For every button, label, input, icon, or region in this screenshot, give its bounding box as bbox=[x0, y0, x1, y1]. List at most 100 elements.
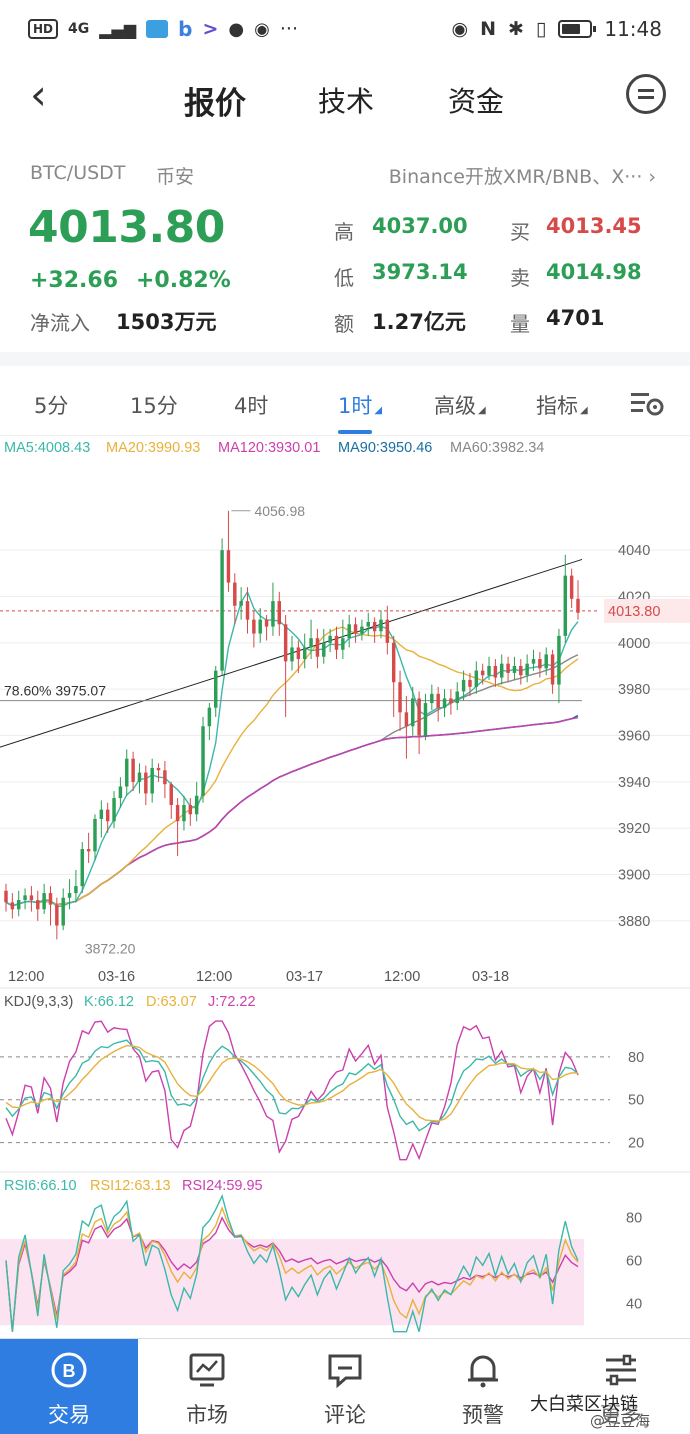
candle-body bbox=[449, 698, 453, 704]
net-inflow-value: 1503万元 bbox=[116, 310, 217, 334]
candle-body bbox=[80, 849, 84, 887]
interval-advanced-label: 高级 bbox=[434, 394, 476, 418]
candle-body bbox=[150, 767, 154, 794]
candle-body bbox=[436, 693, 440, 708]
watermark: 大白菜区块链 bbox=[530, 1394, 638, 1415]
candle-body bbox=[245, 601, 250, 620]
low-value: 3973.14 bbox=[372, 260, 468, 284]
candle-body bbox=[468, 679, 472, 687]
comment-icon bbox=[328, 1354, 362, 1389]
nav-comment[interactable]: 评论 bbox=[276, 1339, 414, 1434]
nav-more[interactable]: 更多 bbox=[552, 1339, 690, 1434]
kdj-j-label: J:72.22 bbox=[208, 994, 256, 1010]
low-label: 低 bbox=[334, 266, 354, 290]
nav-trade[interactable]: B 交易 bbox=[0, 1339, 138, 1434]
kdj-title: KDJ(9,3,3) bbox=[4, 994, 73, 1010]
candle-body bbox=[550, 654, 555, 685]
price-axis-label: 3880 bbox=[618, 914, 650, 930]
candle-body bbox=[252, 619, 256, 634]
exchange-name: 币安 bbox=[156, 166, 195, 188]
more-icon: ··· bbox=[279, 18, 298, 40]
candle-body bbox=[4, 890, 8, 903]
candle-body bbox=[493, 666, 498, 678]
candle-body bbox=[48, 893, 53, 905]
bell-icon bbox=[468, 1355, 498, 1388]
battery-icon bbox=[558, 20, 597, 38]
dropdown-triangle-icon: ◢ bbox=[478, 405, 486, 416]
chart-settings-icon[interactable] bbox=[630, 390, 664, 418]
kline-chart[interactable]: MA5:4008.43 MA20:3990.93 MA120:3930.01 MA90… bbox=[0, 436, 690, 1336]
candle-body bbox=[233, 582, 237, 606]
interval-15m[interactable]: 15分 bbox=[130, 394, 178, 418]
ma-legend-item: MA90:3950.46 bbox=[338, 440, 432, 456]
price-axis-label: 4000 bbox=[618, 636, 650, 652]
candle-body bbox=[328, 635, 332, 643]
time-axis-label: 12:00 bbox=[8, 969, 44, 985]
interval-advanced[interactable]: 高级 ◢ bbox=[434, 390, 486, 420]
eye-icon: ◉ bbox=[451, 18, 469, 40]
nav-alert[interactable]: 预警 bbox=[414, 1339, 552, 1434]
candle-body bbox=[296, 647, 301, 660]
current-price-tag-bg bbox=[604, 598, 690, 623]
candle-body bbox=[55, 904, 59, 926]
tab-technical[interactable]: 技术 bbox=[318, 85, 375, 118]
candle-body bbox=[315, 638, 320, 657]
interval-1h-label: 1时 bbox=[338, 394, 373, 418]
ma120-line bbox=[5, 717, 579, 907]
rsi-axis-label: 60 bbox=[626, 1254, 642, 1270]
bottom-nav: B 交易 市场 评论 预警 更多 bbox=[0, 1338, 690, 1434]
fib-label: 78.60% 3975.07 bbox=[4, 683, 106, 699]
wechat-icon: ◉ bbox=[254, 18, 270, 40]
candle-body bbox=[525, 663, 529, 676]
up-arrow-icon: ↗ bbox=[206, 222, 225, 247]
dropdown-triangle-icon: ◢ bbox=[580, 405, 588, 416]
rsi-axis-label: 80 bbox=[626, 1211, 642, 1227]
buy-label: 买 bbox=[510, 220, 530, 244]
ma-legend-item: MA20:3990.93 bbox=[106, 440, 200, 456]
candle-body bbox=[131, 758, 135, 782]
kdj-axis-label: 20 bbox=[628, 1136, 644, 1152]
price-axis-label: 3960 bbox=[618, 729, 650, 745]
back-chevron-icon[interactable]: ‹ bbox=[30, 70, 47, 119]
candle-body bbox=[569, 575, 574, 599]
candle-body bbox=[576, 598, 580, 613]
candle-body bbox=[391, 642, 396, 683]
clock: 11:48 bbox=[604, 17, 662, 41]
candle-body bbox=[169, 784, 173, 806]
chat-menu-icon[interactable] bbox=[626, 74, 666, 114]
candle-body bbox=[347, 624, 351, 639]
current-price-tag: 4013.80 bbox=[608, 604, 660, 620]
candle-body bbox=[10, 902, 15, 910]
time-axis-label: 12:00 bbox=[384, 969, 420, 985]
price-axis-label: 3920 bbox=[618, 821, 650, 837]
interval-4h[interactable]: 4时 bbox=[234, 394, 269, 418]
kdj-d-label: D:63.07 bbox=[146, 994, 197, 1010]
interval-1h[interactable]: 1时 ◢ bbox=[338, 390, 382, 420]
ma-legend-item: MA60:3982.34 bbox=[450, 440, 544, 456]
candle-body bbox=[398, 682, 402, 713]
nav-trade-label: 交易 bbox=[48, 1403, 90, 1427]
tab-quote[interactable]: 报价 bbox=[184, 86, 246, 122]
candle-body bbox=[74, 886, 78, 894]
candle-body bbox=[379, 619, 383, 632]
candle-body bbox=[372, 621, 377, 632]
candle-body bbox=[42, 893, 46, 910]
kdj-j-line bbox=[5, 1020, 579, 1161]
time-axis-label: 03-16 bbox=[98, 969, 135, 985]
nav-market-label: 市场 bbox=[186, 1403, 228, 1427]
candle-body bbox=[277, 601, 282, 625]
candle-body bbox=[461, 679, 466, 692]
candle-body bbox=[125, 758, 129, 787]
rsi12-label: RSI12:63.13 bbox=[90, 1178, 171, 1194]
indicator-menu[interactable]: 指标 ◢ bbox=[536, 390, 588, 420]
interval-5m[interactable]: 5分 bbox=[34, 394, 69, 418]
candle-body bbox=[512, 666, 517, 673]
nav-market[interactable]: 市场 bbox=[138, 1339, 276, 1434]
app-icon bbox=[146, 20, 169, 38]
candle-body bbox=[411, 698, 415, 727]
pair-name: BTC/USDT bbox=[30, 162, 126, 184]
kdj-axis-label: 50 bbox=[628, 1093, 644, 1109]
tab-capital[interactable]: 资金 bbox=[448, 85, 505, 118]
announcement-link[interactable]: Binance开放XMR/BNB、X··· › bbox=[388, 166, 656, 188]
rsi-axis-label: 40 bbox=[626, 1297, 642, 1313]
